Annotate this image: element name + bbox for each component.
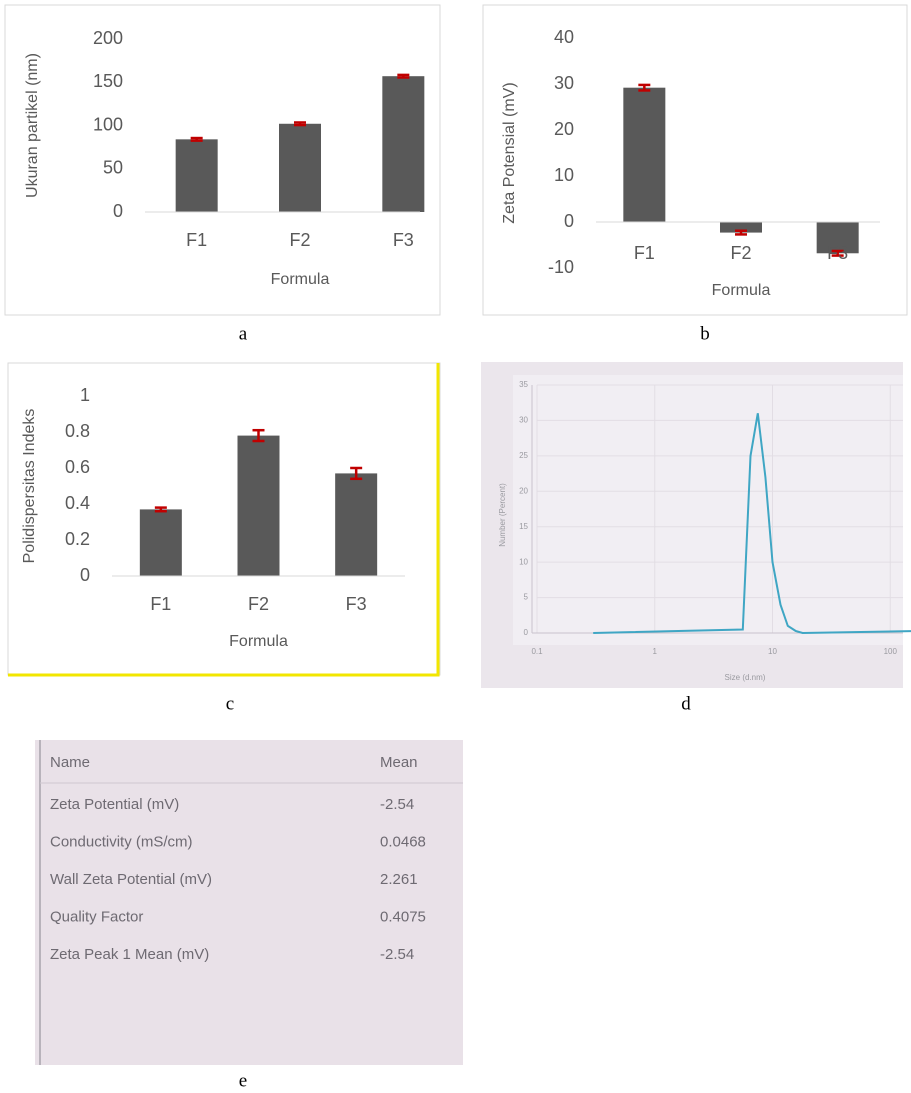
x-axis-title: Formula xyxy=(712,282,771,299)
y-tick-label: 20 xyxy=(554,119,574,139)
bar xyxy=(623,88,665,222)
caption: b xyxy=(700,323,710,344)
table-cell: -2.54 xyxy=(380,796,414,813)
y-tick-label: 0 xyxy=(80,565,90,585)
bar xyxy=(238,436,280,576)
x-tick-label: F3 xyxy=(393,230,414,250)
caption: d xyxy=(681,693,691,714)
bar xyxy=(279,124,321,212)
x-tick-label: 10 xyxy=(768,647,777,656)
y-tick-label: 40 xyxy=(554,27,574,47)
x-tick-label: 1 xyxy=(653,647,658,656)
bar xyxy=(335,473,377,576)
y-tick-label: 10 xyxy=(519,557,528,566)
y-tick-label: 30 xyxy=(519,416,528,425)
y-tick-label: 5 xyxy=(524,593,529,602)
caption: e xyxy=(239,1070,247,1091)
y-tick-label: 50 xyxy=(103,158,123,178)
panel-a-frame xyxy=(5,5,440,315)
figure: a b c d e 050100150200F1F2F3FormulaUkura… xyxy=(0,0,911,1093)
table-cell: Quality Factor xyxy=(50,908,143,925)
x-axis-title: Formula xyxy=(271,271,330,288)
x-tick-label: F2 xyxy=(730,243,751,263)
y-tick-label: 150 xyxy=(93,71,123,91)
y-tick-label: 200 xyxy=(93,28,123,48)
y-tick-label: 0 xyxy=(524,628,529,637)
x-tick-label: F1 xyxy=(150,594,171,614)
table-cell: 2.261 xyxy=(380,871,418,888)
x-axis-title: Size (d.nm) xyxy=(725,673,766,682)
panel-b-frame xyxy=(483,5,907,315)
y-axis-title: Zeta Potensial (mV) xyxy=(501,82,518,223)
y-tick-label: 10 xyxy=(554,165,574,185)
table-header: Name xyxy=(50,754,90,771)
x-tick-label: 100 xyxy=(884,647,898,656)
table-cell: 0.0468 xyxy=(380,833,426,850)
y-tick-label: 15 xyxy=(519,522,528,531)
y-tick-label: 0.4 xyxy=(65,493,90,513)
x-tick-label: F3 xyxy=(346,594,367,614)
x-axis-title: Formula xyxy=(229,633,288,650)
y-axis-title: Polidispersitas Indeks xyxy=(21,409,38,564)
y-tick-label: 0.8 xyxy=(65,421,90,441)
table-cell: Zeta Potential (mV) xyxy=(50,796,179,813)
table-cell: Conductivity (mS/cm) xyxy=(50,833,193,850)
caption: a xyxy=(239,323,248,344)
y-tick-label: 100 xyxy=(93,114,123,134)
panel-d-plot xyxy=(513,375,903,645)
table-cell: Zeta Peak 1 Mean (mV) xyxy=(50,946,209,963)
y-tick-label: 35 xyxy=(519,380,528,389)
y-axis-title: Ukuran partikel (nm) xyxy=(24,53,41,198)
y-tick-label: 0 xyxy=(113,201,123,221)
y-tick-label: 0.2 xyxy=(65,529,90,549)
table-cell: -2.54 xyxy=(380,946,414,963)
panel-e-frame xyxy=(35,740,463,1065)
x-tick-label: F1 xyxy=(634,243,655,263)
y-tick-label: 0 xyxy=(564,211,574,231)
bar xyxy=(176,139,218,212)
x-tick-label: F2 xyxy=(289,230,310,250)
x-tick-label: F2 xyxy=(248,594,269,614)
y-tick-label: 0.6 xyxy=(65,457,90,477)
caption: c xyxy=(226,693,234,714)
y-tick-label: -10 xyxy=(548,257,574,277)
y-tick-label: 1 xyxy=(80,385,90,405)
table-cell: 0.4075 xyxy=(380,908,426,925)
table-cell: Wall Zeta Potential (mV) xyxy=(50,871,212,888)
y-tick-label: 25 xyxy=(519,451,528,460)
y-tick-label: 30 xyxy=(554,73,574,93)
x-tick-label: 0.1 xyxy=(531,647,543,656)
x-tick-label: F1 xyxy=(186,230,207,250)
table-header: Mean xyxy=(380,754,418,771)
bar xyxy=(140,509,182,576)
y-axis-title: Number (Percent) xyxy=(498,483,507,547)
bar xyxy=(382,76,424,212)
y-tick-label: 20 xyxy=(519,486,528,495)
x-tick-label: F3 xyxy=(827,243,848,263)
